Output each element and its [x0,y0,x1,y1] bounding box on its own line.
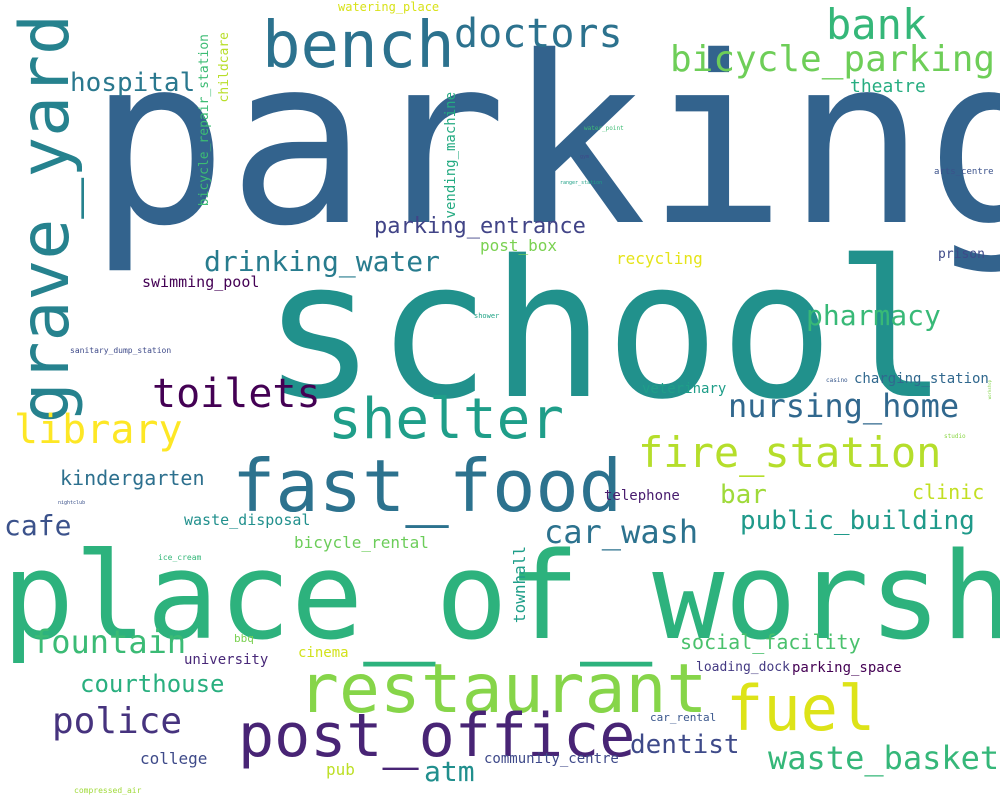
word-bar: bar [720,480,767,510]
word-shelter: shelter [328,387,565,452]
word-bbq: bbq [234,632,254,645]
word-waste-disposal: waste_disposal [184,511,311,529]
word-car-wash: car_wash [544,513,699,551]
word-charging-station: charging_station [854,371,989,387]
word-theatre: theatre [850,76,926,97]
word-library: library [14,407,183,453]
word-parking-space: parking_space [792,660,902,676]
word-bicycle-parking: bicycle_parking [670,39,996,80]
word-watering-place: watering_place [338,0,440,14]
word-telephone: telephone [604,488,680,504]
word-workshop: workshop [987,380,992,400]
word-social-facility: social_facility [680,630,861,654]
word-fountain: fountain [32,623,187,661]
word-parking-entrance: parking_entrance [374,214,586,239]
word-arts-centre: arts_centre [934,167,994,177]
word-public-building: public_building [740,506,975,536]
word-bank: bank [826,0,928,49]
word-fire-station: fire_station [638,428,942,477]
word-post-box: post_box [480,236,558,255]
word-parking: parking [88,7,1000,277]
word-waste-basket: waste_basket [768,739,1000,777]
word-bench: bench [262,9,455,83]
word-veterinary: veterinary [642,381,727,397]
word-university: university [184,652,269,668]
word-shower: shower [474,312,500,320]
word-doctors: doctors [454,11,623,57]
word-recycling: recycling [616,249,703,268]
word-atm: atm [424,755,475,788]
word-swimming-pool: swimming_pool [142,273,260,291]
word-gym: gym [580,154,590,160]
word-fuel: fuel [726,672,876,745]
word-water-point: water_point [584,125,624,132]
word-vending-machine: vending_machine [443,92,459,219]
word-pub: pub [326,760,355,779]
word-college: college [140,749,208,768]
word-clinic: clinic [912,480,985,504]
word-nursing-home: nursing_home [728,387,960,425]
word-ice-cream: ice_cream [158,553,202,562]
word-bicycle-repair-station: bicycle_repair_station [197,34,212,207]
word-nightclub: nightclub [58,500,86,506]
word-sanitary-dump-station: sanitary_dump_station [70,346,172,355]
word-kindergarten: kindergarten [60,466,205,490]
word-post-office: post_office [238,701,636,771]
word-car-rental: car_rental [650,711,717,724]
word-courthouse: courthouse [80,670,225,698]
word-loading-dock: loading_dock [696,660,790,675]
word-townhall: townhall [510,546,529,624]
word-ranger-station: ranger_station [560,180,603,186]
word-restaurant: restaurant [298,650,708,729]
word-community-centre: community_centre [484,751,619,767]
word-bicycle-rental: bicycle_rental [294,533,429,552]
word-studio: studio [944,433,966,440]
word-toilets: toilets [152,371,321,417]
word-fast-food: fast_food [232,444,623,528]
word-hospital: hospital [70,68,196,98]
word-prison: prison [938,247,985,262]
word-place-of-worship: place_of_worship [2,528,1000,667]
word-casino: casino [826,377,848,384]
word-dentist: dentist [630,730,740,760]
word-pharmacy: pharmacy [806,299,941,332]
word-police: police [52,701,183,742]
word-childcare: childcare [217,32,232,103]
word-school: school [262,220,949,441]
word-cinema: cinema [298,645,349,661]
word-compressed-air: compressed_air [74,786,142,795]
word-drinking-water: drinking_water [204,245,441,278]
word-cafe: cafe [4,509,72,542]
